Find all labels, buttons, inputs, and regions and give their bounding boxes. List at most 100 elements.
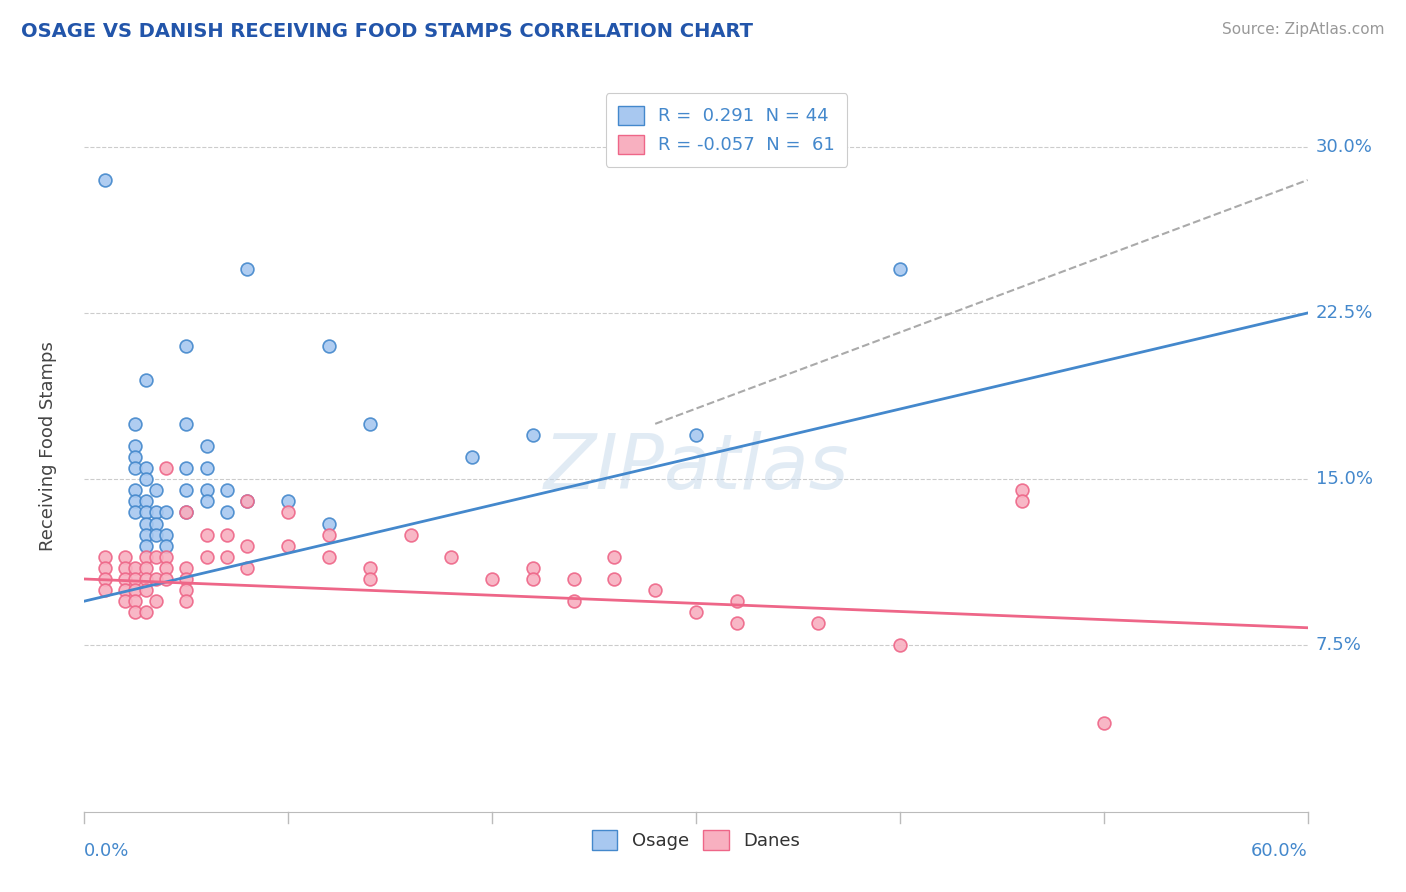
Point xyxy=(93,549,115,564)
Point xyxy=(807,616,830,631)
Point xyxy=(725,616,748,631)
Point xyxy=(889,261,911,276)
Point xyxy=(145,549,167,564)
Point xyxy=(124,561,146,575)
Legend: Osage, Danes: Osage, Danes xyxy=(585,823,807,857)
Point xyxy=(155,461,177,475)
Point xyxy=(135,549,157,564)
Point xyxy=(562,572,585,586)
Point xyxy=(685,428,707,442)
Point xyxy=(174,561,197,575)
Point xyxy=(93,173,115,187)
Point xyxy=(145,572,167,586)
Point xyxy=(603,572,626,586)
Point xyxy=(318,549,340,564)
Point xyxy=(114,594,136,608)
Point xyxy=(124,450,146,464)
Point xyxy=(522,428,544,442)
Point xyxy=(135,506,157,520)
Point xyxy=(318,527,340,541)
Point xyxy=(93,572,115,586)
Point xyxy=(562,594,585,608)
Point xyxy=(359,572,381,586)
Text: 7.5%: 7.5% xyxy=(1316,637,1362,655)
Point xyxy=(135,561,157,575)
Point xyxy=(135,605,157,619)
Point xyxy=(124,594,146,608)
Point xyxy=(93,583,115,598)
Point xyxy=(174,583,197,598)
Point xyxy=(277,539,299,553)
Point xyxy=(217,483,239,498)
Point xyxy=(481,572,503,586)
Point xyxy=(461,450,484,464)
Point xyxy=(155,561,177,575)
Point xyxy=(124,583,146,598)
Point xyxy=(145,527,167,541)
Point xyxy=(174,339,197,353)
Point xyxy=(135,583,157,598)
Text: 22.5%: 22.5% xyxy=(1316,304,1374,322)
Point xyxy=(124,439,146,453)
Point xyxy=(725,594,748,608)
Point xyxy=(135,472,157,486)
Point xyxy=(277,506,299,520)
Point xyxy=(195,439,218,453)
Point xyxy=(1092,716,1115,731)
Point xyxy=(174,483,197,498)
Point xyxy=(236,494,259,508)
Point xyxy=(124,506,146,520)
Point xyxy=(124,572,146,586)
Point xyxy=(359,561,381,575)
Point xyxy=(644,583,666,598)
Point xyxy=(1011,494,1033,508)
Point xyxy=(236,494,259,508)
Point xyxy=(114,549,136,564)
Point xyxy=(155,506,177,520)
Point xyxy=(522,561,544,575)
Point xyxy=(217,506,239,520)
Point xyxy=(195,549,218,564)
Point xyxy=(236,561,259,575)
Point xyxy=(217,549,239,564)
Text: 30.0%: 30.0% xyxy=(1316,137,1372,156)
Text: 0.0%: 0.0% xyxy=(84,842,129,860)
Point xyxy=(318,339,340,353)
Text: OSAGE VS DANISH RECEIVING FOOD STAMPS CORRELATION CHART: OSAGE VS DANISH RECEIVING FOOD STAMPS CO… xyxy=(21,22,754,41)
Point xyxy=(1011,483,1033,498)
Point xyxy=(603,549,626,564)
Point xyxy=(685,605,707,619)
Text: Source: ZipAtlas.com: Source: ZipAtlas.com xyxy=(1222,22,1385,37)
Point xyxy=(236,261,259,276)
Point xyxy=(93,561,115,575)
Point xyxy=(236,539,259,553)
Point xyxy=(889,639,911,653)
Point xyxy=(135,461,157,475)
Point xyxy=(114,583,136,598)
Point xyxy=(318,516,340,531)
Point xyxy=(174,417,197,431)
Text: Receiving Food Stamps: Receiving Food Stamps xyxy=(38,341,56,551)
Point xyxy=(135,516,157,531)
Point xyxy=(135,572,157,586)
Point xyxy=(114,572,136,586)
Point xyxy=(145,506,167,520)
Point xyxy=(124,417,146,431)
Point xyxy=(135,527,157,541)
Text: 15.0%: 15.0% xyxy=(1316,470,1372,488)
Point xyxy=(174,461,197,475)
Point xyxy=(145,483,167,498)
Point xyxy=(145,594,167,608)
Text: ZIPatlas: ZIPatlas xyxy=(543,431,849,505)
Point xyxy=(174,506,197,520)
Point xyxy=(277,494,299,508)
Point xyxy=(174,594,197,608)
Point xyxy=(124,605,146,619)
Point xyxy=(135,372,157,386)
Point xyxy=(155,572,177,586)
Point xyxy=(124,461,146,475)
Point xyxy=(174,572,197,586)
Point xyxy=(195,527,218,541)
Point xyxy=(195,494,218,508)
Point xyxy=(114,561,136,575)
